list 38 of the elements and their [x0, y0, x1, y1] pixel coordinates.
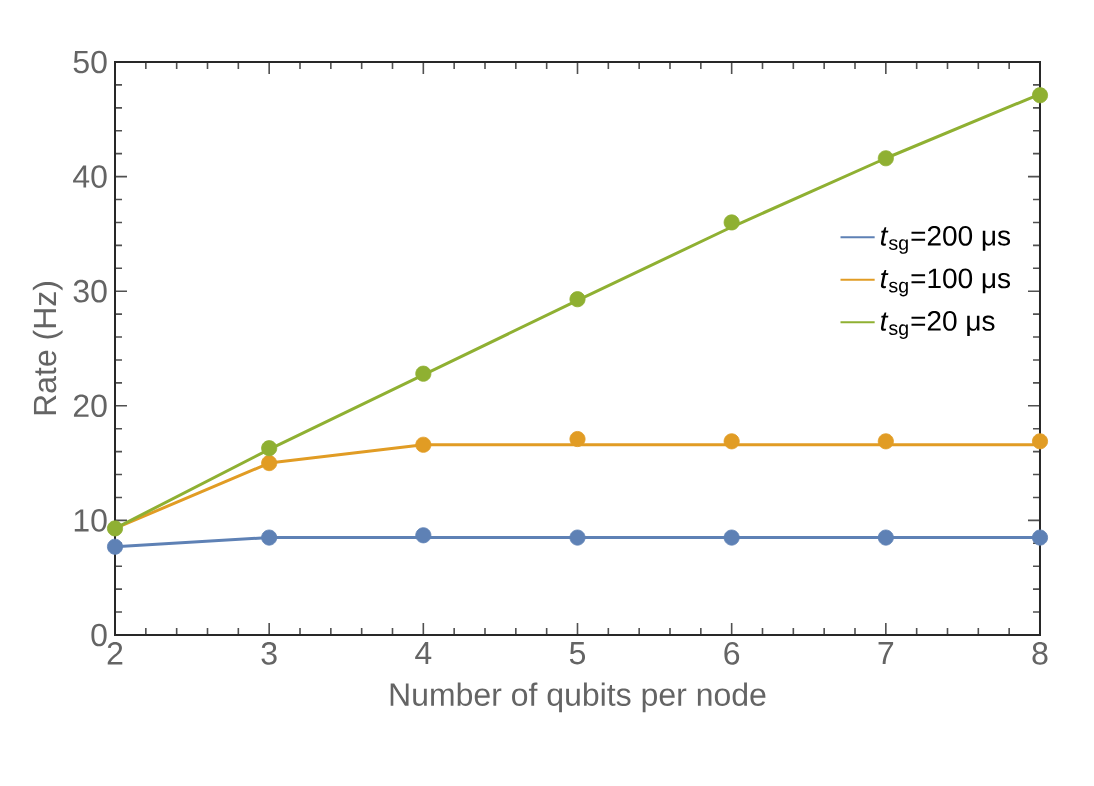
point [107, 520, 123, 537]
x-tick-label: 7 [878, 642, 894, 665]
y-tick-label: 50 [73, 50, 107, 74]
point [877, 150, 894, 167]
x-tick-label: 2 [107, 642, 123, 665]
point [723, 214, 740, 231]
legend-label: t$_{sg}$=100 μs [880, 268, 1011, 297]
point [569, 291, 586, 308]
x-axis-title: Number of qubits per node [390, 682, 766, 713]
x-tick-label: 6 [724, 642, 740, 665]
x-tick-label: 4 [415, 642, 432, 665]
point [261, 440, 278, 457]
y-axis-title: Rate (Hz) [32, 282, 63, 415]
point [877, 433, 894, 450]
y-tick-label: 40 [73, 165, 107, 188]
point [723, 529, 740, 546]
y-tick-label: 0 [91, 623, 107, 647]
point [569, 529, 586, 546]
legend-label: t$_{sg}$=200 μs [880, 225, 1011, 254]
point [1031, 529, 1048, 546]
point [723, 433, 740, 450]
point [415, 365, 432, 382]
point [569, 431, 586, 448]
point [107, 538, 123, 555]
x-tick-label: 5 [569, 642, 586, 665]
point [415, 527, 432, 544]
point [1031, 433, 1048, 450]
point [877, 529, 894, 546]
point [415, 436, 432, 453]
point [261, 529, 278, 546]
point [1031, 87, 1048, 104]
x-tick-label: 8 [1032, 642, 1048, 665]
y-tick-label: 10 [74, 509, 107, 532]
x-tick-label: 3 [261, 642, 277, 665]
point [261, 455, 278, 472]
y-tick-label: 20 [73, 394, 107, 418]
legend-label: t$_{sg}$=20 μs [880, 310, 995, 339]
y-tick-label: 30 [73, 279, 107, 303]
